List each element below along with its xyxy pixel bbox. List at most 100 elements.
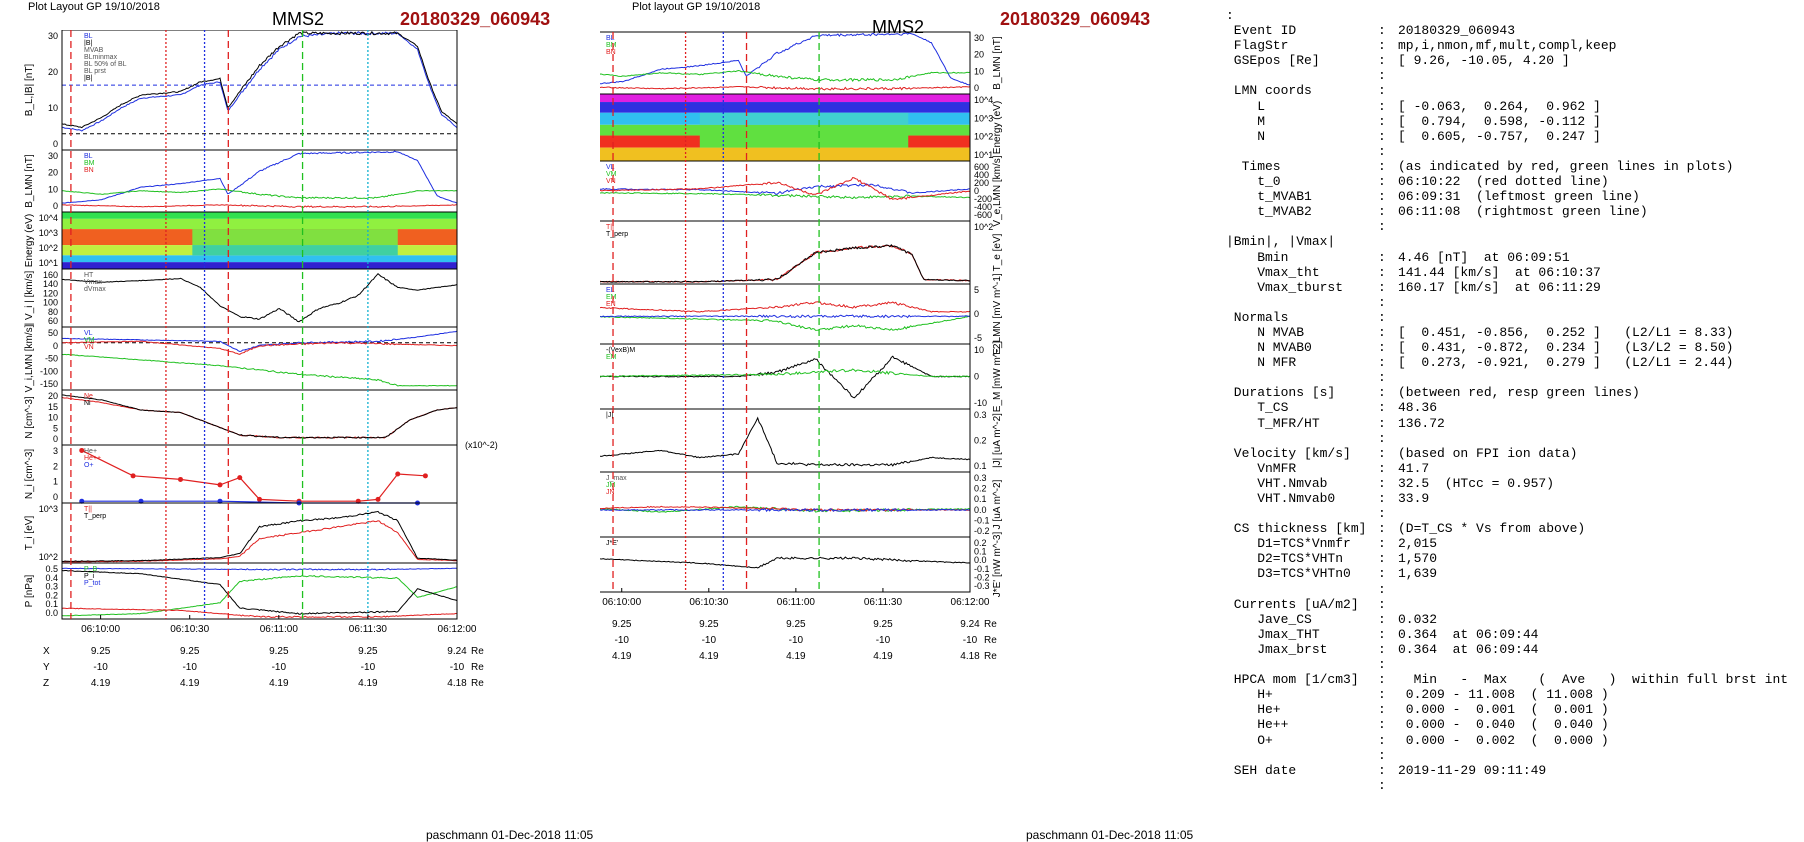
spectrogram-band bbox=[600, 102, 970, 113]
y-tick-label: 0.1 bbox=[974, 494, 987, 504]
orbit-value: 4.19 bbox=[91, 678, 111, 689]
series-line-vm bbox=[600, 191, 971, 200]
y-tick-label: 0.2 bbox=[45, 590, 58, 600]
summary-separator: : bbox=[1378, 38, 1386, 54]
summary-separator: : bbox=[1378, 189, 1386, 205]
y-axis-label: N_i [cm^-3] bbox=[24, 449, 35, 499]
summary-key: Event ID bbox=[1226, 23, 1297, 39]
summary-separator: : bbox=[1378, 249, 1386, 265]
summary-separator: : bbox=[1378, 113, 1386, 129]
summary-value: 1,639 bbox=[1398, 566, 1438, 582]
summary-value: 06:11:08 (rightmost green line) bbox=[1398, 204, 1648, 220]
summary-separator: : bbox=[1378, 672, 1386, 688]
legend-label: J_max bbox=[606, 475, 627, 482]
summary-row: N MVAB0: [ 0.431, -0.872, 0.234 ] (L3/L2 … bbox=[1226, 340, 1788, 355]
legend-label: EM bbox=[606, 294, 617, 301]
legend-label: JN bbox=[606, 489, 615, 496]
summary-row: : bbox=[1226, 657, 1788, 672]
summary-value: 48.36 bbox=[1398, 400, 1438, 416]
summary-separator: : bbox=[1378, 475, 1386, 491]
y-axis-label: J [uA m^-2] bbox=[992, 479, 1003, 529]
event-summary-table: : Event ID:20180329_060943 FlagStr: mp,i,… bbox=[1226, 8, 1788, 793]
summary-separator bbox=[1378, 234, 1398, 249]
summary-row: VnMFR:41.7 bbox=[1226, 461, 1788, 476]
scale-note: (x10^-2) bbox=[465, 440, 498, 450]
summary-value: [ 9.26, -10.05, 4.20 ] bbox=[1398, 53, 1570, 69]
panel-ti: 10^3 10^2 T_i [eV] T||T_perp bbox=[24, 502, 458, 564]
summary-value: Min - Max ( Ave ) within full brst int bbox=[1398, 672, 1789, 688]
legend-label: EN bbox=[606, 301, 616, 308]
orbit-row-label: Y bbox=[43, 662, 50, 673]
summary-separator: : bbox=[1378, 158, 1386, 174]
summary-value: (D=T_CS * Vs from above) bbox=[1398, 521, 1586, 537]
y-tick-label: 10^3 bbox=[974, 113, 993, 123]
summary-row: : bbox=[1226, 295, 1788, 310]
y-tick-label: 0.3 bbox=[974, 410, 987, 420]
legend-label: BL bbox=[606, 35, 615, 42]
summary-row: : bbox=[1226, 431, 1788, 446]
orbit-value: 4.19 bbox=[699, 651, 719, 662]
legend-label: VN bbox=[606, 178, 616, 185]
y-tick-label: 10^4 bbox=[974, 95, 993, 105]
summary-separator: : bbox=[1378, 98, 1386, 114]
series-line-vl bbox=[600, 183, 970, 195]
summary-separator: : bbox=[1378, 143, 1386, 159]
series-line-b bbox=[61, 30, 458, 129]
summary-key: LMN coords bbox=[1226, 83, 1312, 99]
y-tick-label: 30 bbox=[48, 151, 58, 161]
summary-value: 33.9 bbox=[1398, 491, 1430, 506]
panel-frame bbox=[61, 149, 458, 213]
summary-row: T_MFR/HT:136.72 bbox=[1226, 416, 1788, 431]
y-axis-label: T_i [eV] bbox=[24, 516, 35, 551]
summary-key: SEH date bbox=[1226, 762, 1297, 778]
legend-label: P_tot bbox=[84, 580, 100, 587]
y-tick-label: 20 bbox=[48, 67, 58, 77]
summary-separator: : bbox=[1378, 521, 1386, 537]
y-axis-label: T_e [eV] bbox=[992, 233, 1003, 271]
summary-row: t_MVAB2:06:11:08 (rightmost green line) bbox=[1226, 204, 1788, 219]
legend-label: He+ bbox=[84, 448, 97, 455]
orbit-value: 4.18 bbox=[447, 678, 467, 689]
y-tick-label: -0.1 bbox=[974, 564, 990, 574]
series-line-bl bbox=[600, 32, 971, 86]
series-line-vi bbox=[61, 272, 458, 323]
y-tick-label: 30 bbox=[48, 31, 58, 41]
x-tick-label: 06:11:30 bbox=[864, 597, 903, 608]
summary-row: |Bmin|, |Vmax| bbox=[1226, 234, 1788, 249]
summary-separator: : bbox=[1378, 687, 1386, 703]
summary-separator: : bbox=[1378, 536, 1386, 552]
orbit-value: -10 bbox=[789, 635, 804, 646]
spectrogram-band bbox=[62, 218, 457, 230]
summary-separator: : bbox=[1378, 732, 1386, 748]
orbit-value: -10 bbox=[615, 635, 630, 646]
panel-frame bbox=[600, 471, 971, 538]
y-tick-label: 0.0 bbox=[45, 608, 58, 618]
middle-plot-layout-label: Plot layout GP 19/10/2018 bbox=[632, 1, 761, 13]
y-tick-label: 3 bbox=[53, 446, 58, 456]
summary-key: Jmax_THT bbox=[1226, 626, 1320, 642]
summary-value: 136.72 bbox=[1398, 415, 1445, 431]
orbit-value: 9.25 bbox=[180, 646, 200, 657]
data-point bbox=[79, 498, 85, 504]
panel--j-: 0.3 0.2 0.1 |J| [uA m^-2] |J| bbox=[600, 408, 1003, 473]
left-spacecraft-title: MMS2 bbox=[272, 9, 325, 29]
summary-key: : bbox=[1226, 8, 1234, 23]
x-tick-label: 06:10:30 bbox=[689, 597, 728, 608]
summary-row: Jmax_brst:0.364 at 06:09:44 bbox=[1226, 642, 1788, 657]
summary-row: D1=TCS*Vnmfr:2,015 bbox=[1226, 536, 1788, 551]
summary-value: [ 0.273, -0.921, 0.279 ] (L2/L1 = 2.44) bbox=[1398, 355, 1734, 371]
y-tick-label: 0 bbox=[53, 139, 58, 149]
y-tick-label: 10 bbox=[974, 66, 984, 76]
summary-row: SEH date:2019-11-29 09:11:49 bbox=[1226, 763, 1788, 778]
summary-key: T_MFR/HT bbox=[1226, 415, 1320, 431]
summary-key bbox=[1226, 295, 1378, 310]
summary-row: Vmax_tht:141.44 [km/s] at 06:10:37 bbox=[1226, 265, 1788, 280]
panel-ion-spectrogram: 10^4 10^3 10^2 10^1 Energy (eV) bbox=[24, 211, 458, 270]
summary-value: 2,015 bbox=[1398, 536, 1438, 552]
y-axis-label: | V_i | [km/s] bbox=[24, 270, 35, 325]
